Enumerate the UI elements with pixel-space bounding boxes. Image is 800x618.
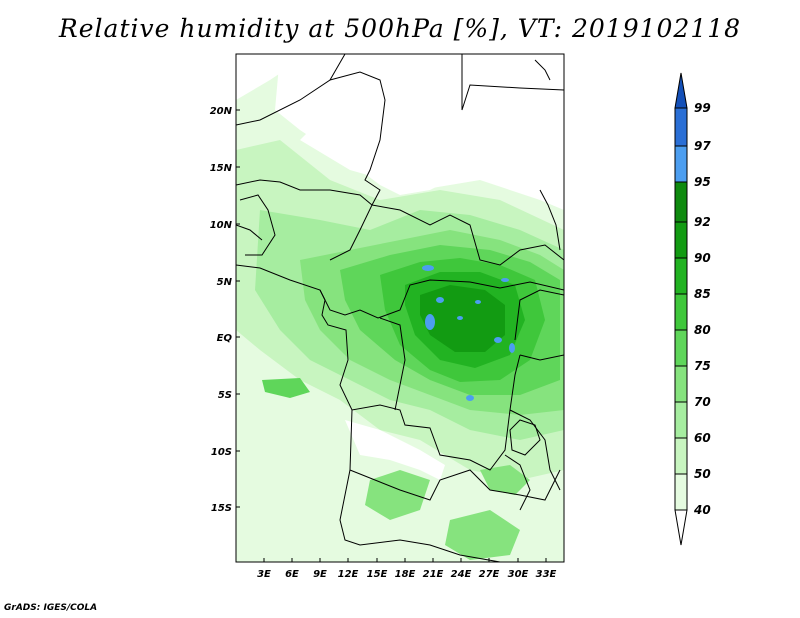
colorbar-bin-92-95 bbox=[674, 181, 688, 223]
colorbar-bin-85-90 bbox=[674, 257, 688, 295]
colorbar-bin-40-50 bbox=[674, 473, 688, 511]
lon-label-24e: 24E bbox=[451, 569, 472, 580]
colorbar-bin-60-70 bbox=[674, 401, 688, 439]
colorbar-label-92: 92 bbox=[694, 215, 711, 229]
lat-label-15n: 15N bbox=[210, 163, 233, 174]
humidity-field bbox=[236, 54, 564, 562]
lat-label-5s: 5S bbox=[218, 390, 232, 401]
colorbar-bin-97-99 bbox=[674, 107, 688, 147]
lat-label-10s: 10S bbox=[211, 447, 232, 458]
lat-label-15s: 15S bbox=[211, 503, 232, 514]
grads-credit: GrADS: IGES/COLA bbox=[4, 603, 98, 613]
map-title: Relative humidity at 500hPa [%], VT: 201… bbox=[58, 14, 742, 43]
colorbar-label-95: 95 bbox=[694, 175, 711, 189]
colorbar-bin-95-97 bbox=[674, 145, 688, 183]
colorbar-bin-50-60 bbox=[674, 437, 688, 475]
colorbar-label-50: 50 bbox=[694, 467, 711, 481]
lon-label-30e: 30E bbox=[508, 569, 529, 580]
lon-label-33e: 33E bbox=[536, 569, 557, 580]
colorbar-label-97: 97 bbox=[694, 139, 711, 153]
lon-label-3e: 3E bbox=[257, 569, 271, 580]
map-frame bbox=[235, 53, 565, 563]
lon-label-27e: 27E bbox=[479, 569, 500, 580]
colorbar-label-70: 70 bbox=[694, 395, 711, 409]
colorbar-label-40: 40 bbox=[693, 503, 711, 517]
colorbar-bin-90-92 bbox=[674, 221, 688, 259]
lon-label-12e: 12E bbox=[338, 569, 359, 580]
rh-west-coast-patch bbox=[262, 378, 310, 398]
country-borders bbox=[236, 54, 564, 562]
lon-label-9e: 9E bbox=[313, 569, 327, 580]
lon-label-6e: 6E bbox=[285, 569, 299, 580]
rh-95-speckles bbox=[422, 265, 515, 401]
colorbar-label-75: 75 bbox=[694, 359, 711, 373]
colorbar-label-60: 60 bbox=[694, 431, 711, 445]
dry-south-region bbox=[345, 420, 445, 480]
dry-north-region bbox=[275, 54, 564, 200]
colorbar-bin-75-80 bbox=[674, 329, 688, 367]
colorbar-label-90: 90 bbox=[694, 251, 711, 265]
colorbar-labels: 40 50 60 70 75 80 85 90 92 95 97 99 bbox=[693, 101, 711, 517]
colorbar-label-99: 99 bbox=[694, 101, 711, 115]
colorbar-label-80: 80 bbox=[694, 323, 711, 337]
lat-label-10n: 10N bbox=[210, 220, 233, 231]
lon-label-15e: 15E bbox=[367, 569, 388, 580]
lat-label-eq: EQ bbox=[217, 333, 233, 344]
colorbar-label-85: 85 bbox=[694, 287, 711, 301]
rh-south-patches bbox=[365, 465, 530, 560]
colorbar-bin-80-85 bbox=[674, 293, 688, 331]
colorbar-bin-70-75 bbox=[674, 365, 688, 403]
colorbar bbox=[674, 72, 688, 546]
lat-label-20n: 20N bbox=[210, 106, 233, 117]
lon-axis: 3E 6E 9E 12E 15E 18E 21E 24E 27E 30E 33E bbox=[257, 558, 557, 580]
lon-label-21e: 21E bbox=[423, 569, 444, 580]
lon-label-18e: 18E bbox=[395, 569, 416, 580]
lat-axis: 20N 15N 10N 5N EQ 5S 10S 15S bbox=[210, 106, 240, 514]
lat-label-5n: 5N bbox=[217, 277, 233, 288]
colorbar-top-arrow bbox=[674, 72, 688, 109]
colorbar-bottom-arrow bbox=[674, 509, 688, 546]
